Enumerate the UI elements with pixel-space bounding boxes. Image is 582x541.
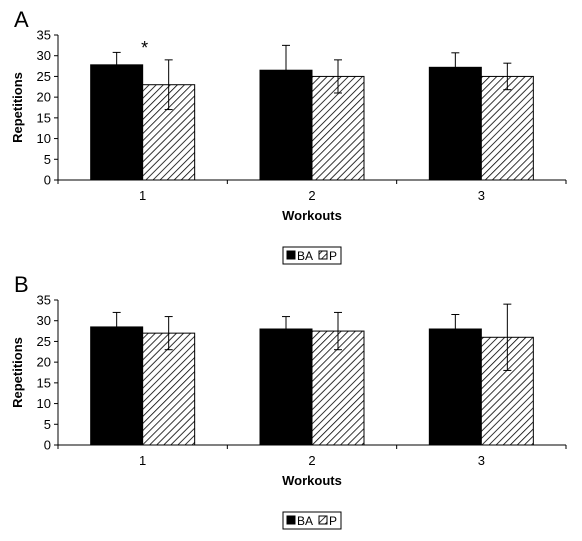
legend: BA P [282, 246, 342, 265]
x-tick-label: 3 [478, 188, 485, 203]
y-tick-label: 15 [37, 110, 51, 125]
panel-label: B [14, 272, 29, 297]
y-tick-label: 35 [37, 28, 51, 43]
legend-label-ba: BA [297, 249, 313, 263]
y-tick-label: 0 [44, 173, 51, 188]
y-tick-label: 25 [37, 334, 51, 349]
bar-ba [259, 328, 313, 446]
y-tick-label: 25 [37, 69, 51, 84]
bar-ba [90, 64, 144, 181]
significance-marker: * [141, 38, 148, 58]
bar-ba [428, 66, 482, 181]
y-tick-label: 10 [37, 131, 51, 146]
bar-p [480, 75, 534, 181]
x-tick-label: 1 [139, 188, 146, 203]
x-axis-title: Workouts [282, 473, 342, 488]
legend: BA P [282, 511, 342, 530]
x-tick-label: 2 [308, 188, 315, 203]
y-tick-label: 0 [44, 438, 51, 453]
y-tick-label: 20 [37, 90, 51, 105]
legend-swatch-ba [286, 515, 296, 525]
y-tick-label: 30 [37, 48, 51, 63]
bar-ba [90, 326, 144, 446]
bar-p [311, 75, 365, 181]
legend-label-ba: BA [297, 514, 313, 528]
chart-panel-b: B 0 5 10 15 20 25 30 35 1 2 3 Repetitions Workouts BA P [10, 272, 567, 530]
y-tick-label: 35 [37, 293, 51, 308]
bar-p [142, 332, 196, 446]
y-tick-label: 20 [37, 355, 51, 370]
y-tick-label: 15 [37, 375, 51, 390]
bar-ba [428, 328, 482, 446]
legend-label-p: P [329, 514, 337, 528]
legend-swatch-p [318, 515, 328, 525]
y-tick-label: 30 [37, 313, 51, 328]
legend-label-p: P [329, 249, 337, 263]
panel-label: A [14, 7, 29, 32]
x-tick-label: 2 [308, 453, 315, 468]
y-tick-label: 10 [37, 396, 51, 411]
y-tick-label: 5 [44, 152, 51, 167]
legend-swatch-p [318, 250, 328, 260]
y-axis-title: Repetitions [10, 337, 25, 408]
y-tick-label: 5 [44, 417, 51, 432]
x-axis-title: Workouts [282, 208, 342, 223]
legend-swatch-ba [286, 250, 296, 260]
x-tick-label: 1 [139, 453, 146, 468]
x-tick-label: 3 [478, 453, 485, 468]
chart-panel-a: A 0 5 10 15 20 25 30 35 1 2 3 * Repetitions Workouts BA… [10, 7, 567, 265]
y-axis-title: Repetitions [10, 72, 25, 143]
